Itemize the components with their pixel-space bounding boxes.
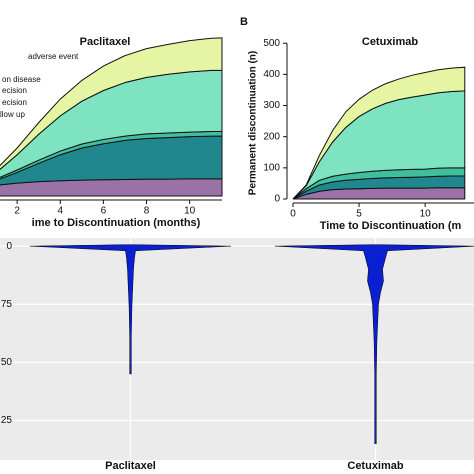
- y-tick-label: 0: [274, 194, 280, 205]
- legend-label: ecision: [2, 98, 27, 107]
- x-tick-label: 10: [420, 209, 432, 220]
- y-tick-label: 50: [1, 357, 13, 368]
- chart-title: Paclitaxel: [80, 36, 131, 48]
- y-tick-label: 200: [263, 131, 280, 142]
- y-tick-label: 400: [263, 69, 280, 80]
- legend-label: on disease: [2, 75, 41, 84]
- legend-label: adverse event: [28, 52, 79, 61]
- y-tick-label: 25: [1, 415, 13, 426]
- x-axis-label: Time to Discontinuation (m: [320, 220, 462, 232]
- chart-title: Cetuximab: [362, 36, 419, 48]
- plot-background: [0, 238, 474, 460]
- x-tick-label: Cetuximab: [347, 460, 404, 472]
- y-tick-label: 75: [1, 299, 13, 310]
- x-axis-label: ime to Discontinuation (months): [32, 217, 201, 229]
- x-tick-label: 0: [290, 209, 296, 220]
- panel-label: B: [240, 16, 248, 28]
- y-axis-label: Permanent discontinuation (n): [248, 51, 259, 195]
- y-tick-label: 100: [263, 162, 280, 173]
- y-tick-label: 300: [263, 100, 280, 111]
- violin: [275, 244, 474, 444]
- x-tick-label: 2: [14, 206, 20, 217]
- x-tick-label: 4: [57, 206, 63, 217]
- violin: [30, 244, 231, 375]
- area-layer: [0, 37, 223, 170]
- x-tick-label: 8: [144, 206, 150, 217]
- x-tick-label: 6: [101, 206, 107, 217]
- x-tick-label: Paclitaxel: [105, 460, 156, 472]
- area-layer: [292, 66, 466, 200]
- y-tick-label: 0: [6, 241, 12, 252]
- legend-label: ecision: [2, 86, 27, 95]
- y-tick-label: 500: [263, 38, 280, 49]
- x-tick-label: 5: [356, 209, 362, 220]
- legend-label: llow up: [0, 110, 25, 119]
- x-tick-label: 10: [184, 206, 196, 217]
